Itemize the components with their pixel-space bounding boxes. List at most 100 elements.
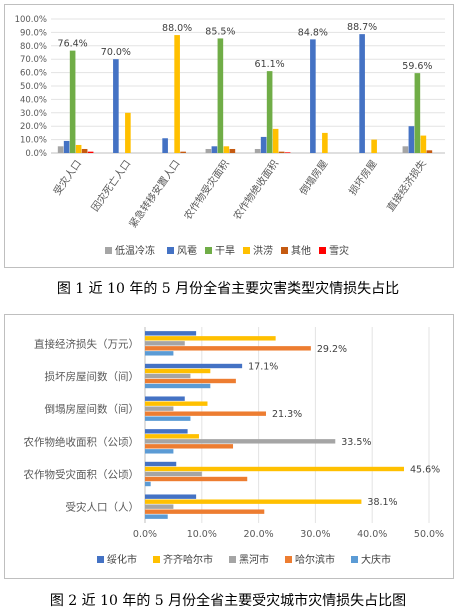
chart-2-bar <box>145 331 197 336</box>
chart-2-bar <box>145 466 405 472</box>
chart-2-bar <box>145 383 211 389</box>
chart-1-legend-swatch <box>105 247 112 254</box>
chart-1-legend-label: 雪灾 <box>329 244 349 257</box>
chart-2-bar <box>145 363 243 369</box>
chart-1-bar <box>57 146 64 153</box>
chart-1-category-label: 倒塌房屋 <box>297 157 331 197</box>
chart-2-data-label: 45.6% <box>410 465 440 476</box>
chart-2-data-label: 33.5% <box>341 437 371 448</box>
chart-1-legend-swatch <box>205 247 212 254</box>
figure-2-caption: 图 2 近 10 年的 5 月份全省主要受灾城市灾情损失占比图 <box>49 593 407 609</box>
chart-1-legend-swatch <box>167 247 174 254</box>
chart-1-bar <box>69 50 76 153</box>
chart-2-data-label: 17.1% <box>248 362 278 373</box>
chart-2-category-label: 农作物绝收面积（公顷） <box>24 435 140 448</box>
chart-1-y-tick-label: 60.0% <box>20 69 47 79</box>
chart-1-y-tick-label: 30.0% <box>20 109 47 119</box>
chart-1-y-tick-label: 0.0% <box>25 149 47 159</box>
chart-1-bar <box>217 38 224 153</box>
chart-2-legend-label: 黑河市 <box>239 553 269 566</box>
chart-2-bar <box>145 444 234 449</box>
chart-1-bar <box>402 146 409 153</box>
chart-1-bar <box>408 126 415 153</box>
chart-2-legend-swatch <box>97 556 104 563</box>
chart-1-bar <box>260 136 267 153</box>
chart-1-bar <box>81 148 88 153</box>
chart-1-category-label: 因灾死亡人口 <box>88 157 133 214</box>
chart-2-bar <box>145 429 188 434</box>
chart-1-legend-swatch <box>319 247 326 254</box>
chart-1-y-tick-label: 10.0% <box>20 136 47 146</box>
chart-2-legend-swatch <box>351 556 358 563</box>
chart-2-legend-label: 哈尔滨市 <box>295 553 335 566</box>
chart-2-bar <box>145 368 211 374</box>
chart-2-svg: 0.0% 10.0% 20.0% 30.0% 40.0% 50.0% 29.2% 17.1% 2… <box>24 327 444 566</box>
chart-1-legend-label: 洪涝 <box>253 244 273 257</box>
chart-2-bar <box>145 481 151 487</box>
chart-1-bar <box>162 138 168 153</box>
chart-1-y-tick-label: 70.0% <box>20 55 47 65</box>
chart-2-legend-swatch <box>153 556 160 563</box>
chart-1-bar <box>87 151 94 153</box>
chart-1-bar <box>254 148 261 153</box>
chart-1-bar <box>125 112 131 153</box>
chart-1-bar <box>278 151 285 153</box>
chart-1-bar <box>174 35 180 153</box>
chart-1-legend-swatch <box>243 247 250 254</box>
chart-2-data-label: 38.1% <box>367 497 397 508</box>
chart-1-data-label: 88.0% <box>162 23 192 34</box>
chart-2-x-tick-label: 10.0% <box>187 529 217 540</box>
chart-2-bar <box>145 476 248 482</box>
chart-1-bar <box>426 150 433 153</box>
chart-1-bar <box>75 144 82 153</box>
chart-2-bar <box>145 504 174 509</box>
chart-2-x-tick-label: 40.0% <box>357 529 387 540</box>
chart-1-data-label: 59.6% <box>402 61 432 72</box>
chart-1-y-tick-label: 90.0% <box>20 28 47 38</box>
chart-2-bar <box>145 499 362 504</box>
chart-2-bar <box>145 439 336 444</box>
chart-2-x-tick-label: 30.0% <box>300 529 330 540</box>
chart-1-category-label: 农作物受灾面积 <box>181 157 232 222</box>
chart-1-data-label: 84.8% <box>298 27 328 38</box>
chart-1-y-tick-label: 50.0% <box>20 82 47 92</box>
chart-2-bar <box>145 396 185 401</box>
chart-1-category-label: 损坏房屋 <box>346 157 380 197</box>
chart-1-bar <box>284 152 291 153</box>
chart-1-panel: 0.0% 10.0% 20.0% 30.0% 40.0% 50.0% 60.0% 70.0% 8… <box>4 4 454 268</box>
chart-1-bar <box>180 151 186 153</box>
chart-1-bar <box>229 148 236 153</box>
chart-1-data-label: 70.0% <box>101 47 131 58</box>
chart-2-bar <box>145 373 191 379</box>
chart-1-bar <box>371 139 377 153</box>
chart-1-svg: 0.0% 10.0% 20.0% 30.0% 40.0% 50.0% 60.0% 70.0% 8… <box>15 15 445 257</box>
chart-2-panel: 0.0% 10.0% 20.0% 30.0% 40.0% 50.0% 29.2% 17.1% 2… <box>4 314 454 579</box>
chart-2-bar <box>145 494 197 499</box>
chart-2-bar <box>145 514 168 519</box>
chart-2-bar <box>145 449 174 454</box>
chart-2-bar <box>145 378 236 384</box>
chart-1-bar <box>266 71 273 153</box>
chart-1-y-tick-label: 20.0% <box>20 122 47 132</box>
chart-1-legend-label: 干旱 <box>215 245 235 257</box>
chart-1-category-label: 直接经济损失 <box>384 157 429 214</box>
chart-1-bar <box>113 59 119 154</box>
chart-1-legend-label: 低温冷冻 <box>115 244 155 257</box>
chart-2-bar <box>145 336 276 341</box>
chart-2-x-tick-label: 0.0% <box>133 529 157 540</box>
chart-2-legend-swatch <box>285 556 292 563</box>
chart-1-legend-swatch <box>281 247 288 254</box>
chart-1-data-label: 88.7% <box>347 22 377 33</box>
chart-1-bar <box>322 132 328 153</box>
chart-2-category-label: 受灾人口（人） <box>66 501 140 514</box>
chart-1-bar <box>211 146 218 153</box>
chart-1-bar <box>272 128 279 153</box>
chart-2-bar <box>145 471 202 477</box>
chart-2-category-label: 损坏房屋间数（间） <box>45 370 140 383</box>
chart-1-bar <box>310 39 316 154</box>
chart-2-legend-label: 大庆市 <box>361 553 391 566</box>
chart-2-category-label: 直接经济损失（万元） <box>34 337 139 350</box>
chart-2-bar <box>145 434 199 439</box>
chart-1-bar <box>359 34 365 153</box>
chart-1-data-label: 85.5% <box>205 26 235 37</box>
